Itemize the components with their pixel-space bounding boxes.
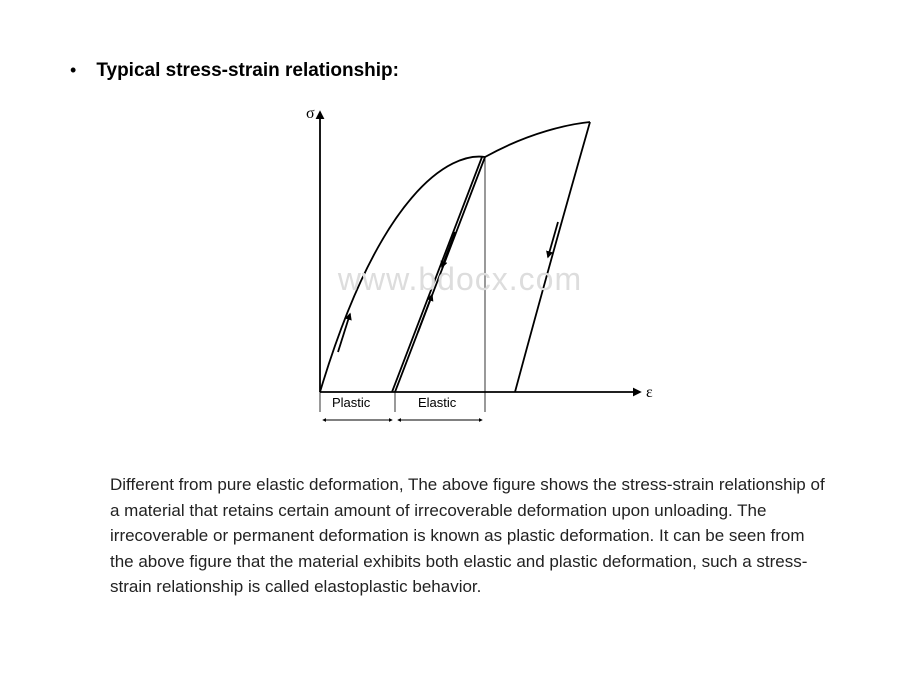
description-paragraph: Different from pure elastic deformation,… xyxy=(110,472,830,600)
svg-text:ε: ε xyxy=(646,384,653,401)
svg-text:σ: σ xyxy=(306,105,315,122)
chart-container: σεPlasticElastic www.bdocx.com xyxy=(70,102,850,442)
bullet: • xyxy=(70,61,76,79)
heading-row: • Typical stress-strain relationship: xyxy=(70,60,850,82)
page-heading: Typical stress-strain relationship: xyxy=(96,60,399,82)
svg-text:Plastic: Plastic xyxy=(332,395,371,410)
stress-strain-chart: σ ε Plastic Elastic xyxy=(260,102,660,442)
svg-text:Elastic: Elastic xyxy=(418,395,457,410)
